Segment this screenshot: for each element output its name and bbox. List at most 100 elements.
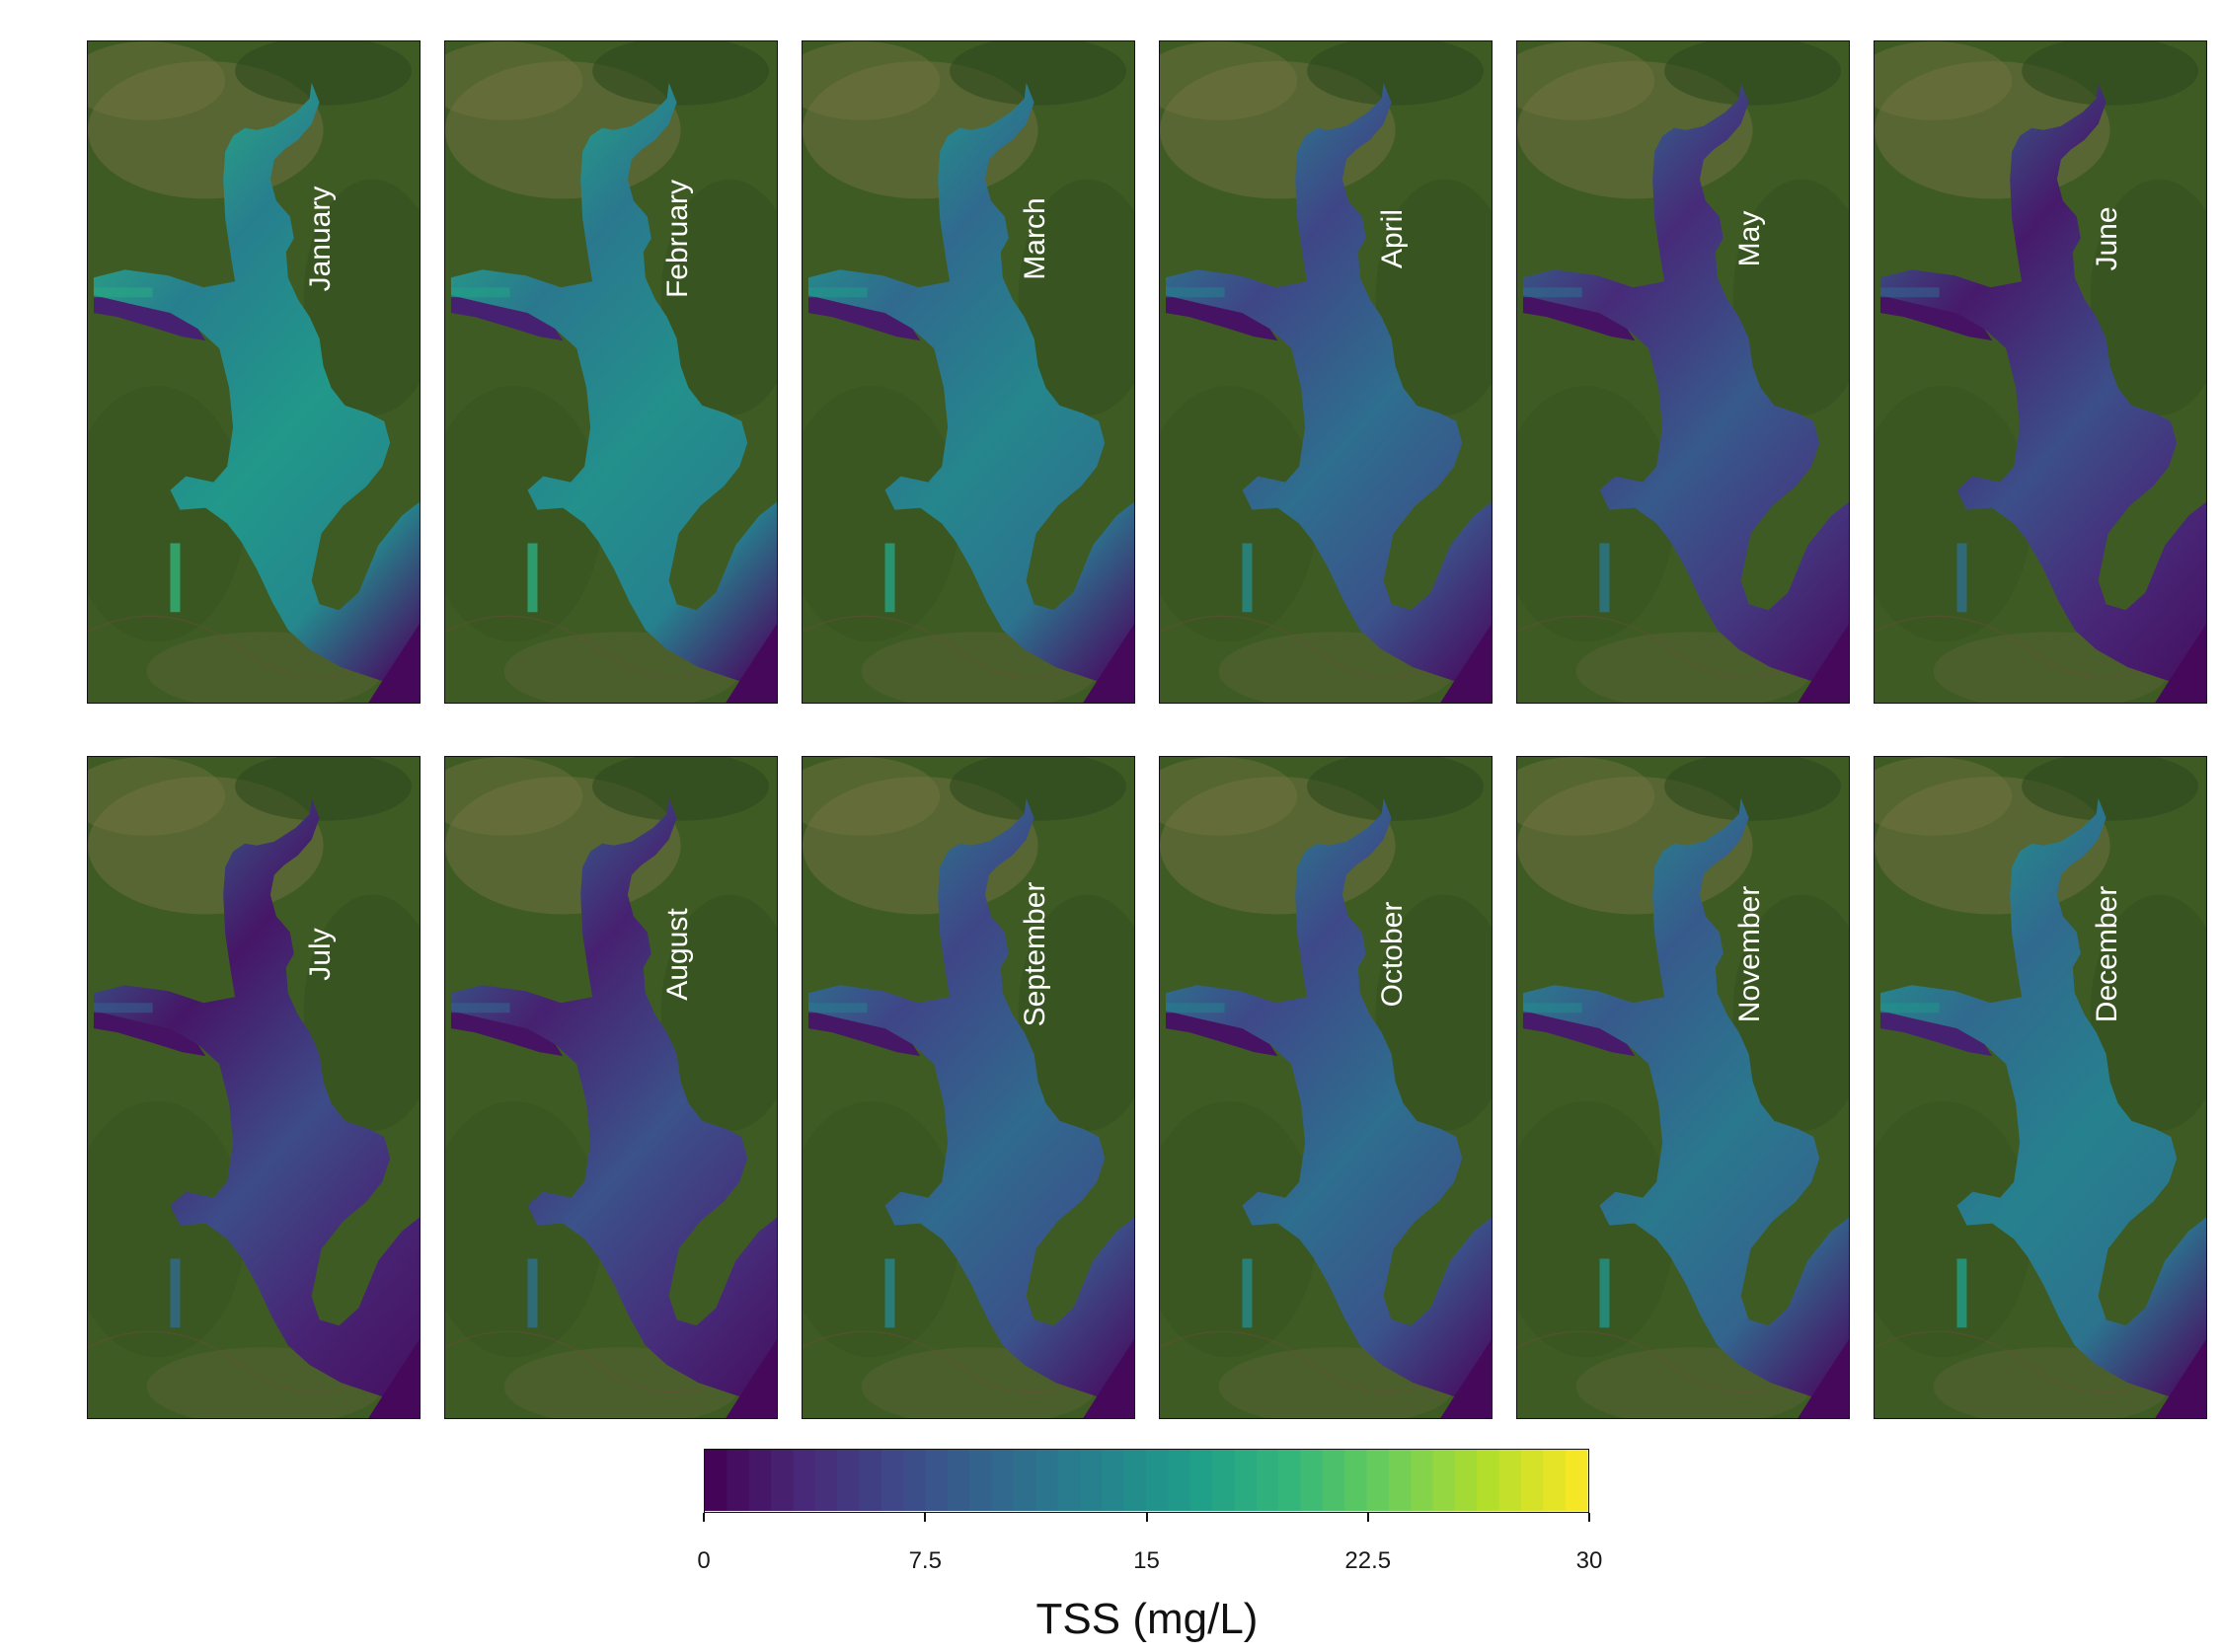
month-label: February	[661, 179, 694, 299]
colorbar-bin	[1278, 1450, 1302, 1511]
colorbar-bin	[1189, 1450, 1213, 1511]
colorbar-bin	[969, 1450, 993, 1511]
map-panel-july: July	[87, 756, 421, 1419]
colorbar-title: TSS (mg/L)	[1035, 1595, 1259, 1643]
colorbar-bin	[837, 1450, 861, 1511]
bay-water	[807, 82, 1134, 688]
colorbar-bin	[793, 1450, 816, 1511]
map-panel-september: September	[802, 756, 1135, 1419]
colorbar-bin	[705, 1450, 728, 1511]
colorbar-bin	[1057, 1450, 1081, 1511]
bay-map	[1517, 41, 1849, 703]
bay-water	[450, 797, 777, 1403]
colorbar-bin	[727, 1450, 750, 1511]
bay-water	[1165, 797, 1492, 1403]
colorbar-bin	[1212, 1450, 1235, 1511]
colorbar-bin	[1079, 1450, 1103, 1511]
bay-map	[1160, 757, 1492, 1418]
bay-map	[445, 757, 777, 1418]
map-panel-june: June	[1874, 40, 2207, 704]
bay-water	[1879, 82, 2206, 688]
map-panel-january: January	[87, 40, 421, 704]
colorbar-bin	[1520, 1450, 1544, 1511]
colorbar-bin	[1344, 1450, 1368, 1511]
map-panel-march: March	[802, 40, 1135, 704]
month-label: August	[661, 908, 694, 1001]
month-label: April	[1376, 209, 1409, 269]
colorbar-bin	[1300, 1450, 1324, 1511]
colorbar-tick-mark	[703, 1513, 705, 1522]
colorbar-tick-mark	[1588, 1513, 1590, 1522]
colorbar-bin	[1388, 1450, 1412, 1511]
colorbar-bin	[881, 1450, 904, 1511]
colorbar-tick-mark	[1366, 1513, 1369, 1522]
colorbar-bin	[859, 1450, 882, 1511]
bay-map	[1875, 757, 2206, 1418]
colorbar-bin	[991, 1450, 1015, 1511]
colorbar-bin	[1013, 1450, 1036, 1511]
map-panel-august: August	[444, 756, 778, 1419]
colorbar-bin	[903, 1450, 927, 1511]
month-label: September	[1019, 881, 1051, 1027]
colorbar-bin	[925, 1450, 949, 1511]
colorbar-bin	[1477, 1450, 1500, 1511]
bay-map	[803, 41, 1134, 703]
colorbar-bin	[748, 1450, 772, 1511]
bay-water	[1165, 82, 1492, 688]
colorbar-bin	[1234, 1450, 1258, 1511]
colorbar-bin	[1411, 1450, 1434, 1511]
bay-map	[1517, 757, 1849, 1418]
bay-water	[807, 797, 1134, 1403]
colorbar-bin	[771, 1450, 794, 1511]
map-panel-november: November	[1516, 756, 1850, 1419]
colorbar-tick-label: 15	[1133, 1547, 1160, 1574]
month-label: May	[1733, 210, 1766, 267]
month-label: November	[1733, 885, 1766, 1023]
map-panel-may: May	[1516, 40, 1850, 704]
month-label: March	[1019, 197, 1051, 280]
colorbar-bin	[1498, 1450, 1522, 1511]
bay-map	[1160, 41, 1492, 703]
map-panel-april: April	[1159, 40, 1493, 704]
bay-water	[1522, 797, 1849, 1403]
colorbar-tick-label: 0	[697, 1547, 711, 1574]
colorbar-bin	[1146, 1450, 1169, 1511]
colorbar-bin	[947, 1450, 970, 1511]
colorbar-bin	[1454, 1450, 1478, 1511]
month-label: October	[1376, 901, 1409, 1008]
colorbar-bin	[814, 1450, 838, 1511]
colorbar	[704, 1449, 1589, 1513]
colorbar-bin	[1432, 1450, 1456, 1511]
bay-water	[1879, 797, 2206, 1403]
colorbar-bin	[1035, 1450, 1059, 1511]
bay-water	[450, 82, 777, 688]
bay-map	[1875, 41, 2206, 703]
colorbar-bin	[1168, 1450, 1191, 1511]
bay-water	[1522, 82, 1849, 688]
bay-map	[88, 757, 420, 1418]
colorbar-bin	[1123, 1450, 1147, 1511]
colorbar-tick-mark	[1145, 1513, 1148, 1522]
colorbar-tick-mark	[924, 1513, 927, 1522]
colorbar-bin	[1366, 1450, 1390, 1511]
month-label: January	[304, 186, 337, 292]
bay-map	[88, 41, 420, 703]
colorbar-tick-label: 7.5	[908, 1547, 942, 1574]
bay-water	[93, 797, 420, 1403]
map-panel-february: February	[444, 40, 778, 704]
month-label: June	[2091, 206, 2123, 271]
colorbar-bin	[1565, 1450, 1588, 1511]
colorbar-tick-label: 22.5	[1344, 1547, 1392, 1574]
map-panel-december: December	[1874, 756, 2207, 1419]
map-panel-october: October	[1159, 756, 1493, 1419]
month-label: July	[304, 928, 337, 981]
colorbar-bin	[1543, 1450, 1567, 1511]
colorbar-bin	[1102, 1450, 1125, 1511]
colorbar-tick-label: 30	[1575, 1547, 1603, 1574]
bay-water	[93, 82, 420, 688]
bay-map	[445, 41, 777, 703]
bay-map	[803, 757, 1134, 1418]
colorbar-bin	[1256, 1450, 1279, 1511]
colorbar-bin	[1322, 1450, 1345, 1511]
month-label: December	[2091, 885, 2123, 1023]
